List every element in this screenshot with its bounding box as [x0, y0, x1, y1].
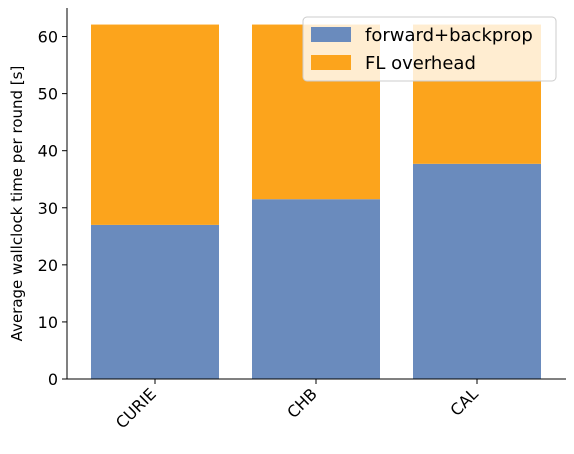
- legend-swatch: [311, 55, 351, 70]
- y-tick-label: 0: [48, 370, 58, 389]
- x-ticks-group: CURIE CHB CAL: [112, 379, 482, 432]
- y-tick-label: 20: [38, 256, 58, 275]
- legend-swatch: [311, 27, 351, 42]
- bar-curie-series-1: [91, 24, 219, 225]
- legend-label: forward+backprop: [365, 25, 533, 46]
- y-tick-label: 40: [38, 142, 58, 161]
- y-axis-label: Average wallclock time per round [s]: [8, 66, 26, 342]
- y-tick-label: 50: [38, 85, 58, 104]
- y-ticks-group: 0 10 20 30 40 50 60: [38, 28, 67, 389]
- x-tick-label: CHB: [283, 384, 321, 422]
- bar-cal-series-0: [413, 163, 541, 379]
- bar-curie-series-0: [91, 224, 219, 379]
- y-tick-label: 60: [38, 28, 58, 47]
- x-tick-label: CURIE: [112, 384, 160, 432]
- x-tick-label: CAL: [446, 384, 481, 419]
- y-tick-label: 30: [38, 199, 58, 218]
- legend-label: FL overhead: [365, 53, 476, 74]
- legend: forward+backprop FL overhead: [302, 16, 557, 82]
- y-tick-label: 10: [38, 313, 58, 332]
- legend-box: [302, 16, 557, 82]
- bar-chb-series-0: [252, 199, 380, 379]
